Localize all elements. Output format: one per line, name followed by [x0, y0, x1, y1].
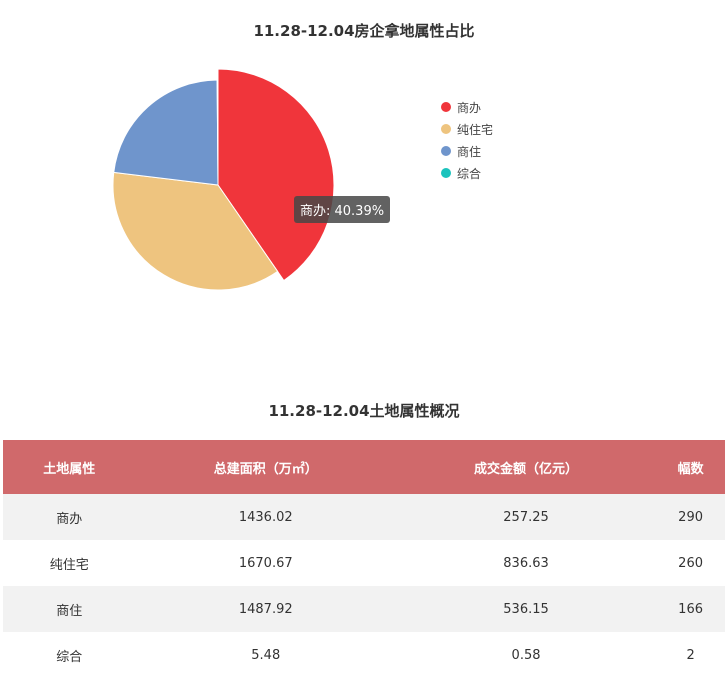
table-row: 商住 1487.92 536.15 166 [3, 586, 725, 632]
table-cell: 2 [686, 647, 695, 663]
column-header: 总建面积（万㎡） [213, 461, 318, 477]
legend-item-zonghe[interactable]: 综合 [441, 162, 493, 184]
legend-marker-icon [441, 124, 451, 134]
table-row: 纯住宅 1670.67 836.63 260 [3, 540, 725, 586]
pie-tooltip: 商办: 40.39% [294, 196, 391, 223]
pie-chart-title: 11.28-12.04房企拿地属性占比 [253, 22, 475, 40]
table-cell: 260 [678, 555, 703, 571]
table-cell: 1487.92 [238, 601, 293, 617]
pie-legend: 商办 纯住宅 商住 综合 [441, 96, 493, 184]
table-cell: 综合 [56, 649, 83, 665]
table-cell: 商住 [56, 603, 83, 619]
table-cell: 1436.02 [238, 509, 293, 525]
pie-slice-综合[interactable] [216, 79, 219, 186]
legend-marker-icon [441, 168, 451, 178]
legend-label: 商办 [457, 100, 482, 115]
column-header: 土地属性 [43, 461, 96, 477]
legend-label: 综合 [457, 166, 482, 181]
legend-marker-icon [441, 146, 451, 156]
column-header: 成交金额（亿元） [474, 461, 579, 477]
legend-label: 纯住宅 [457, 122, 494, 137]
table-title: 11.28-12.04土地属性概况 [268, 402, 460, 420]
table-cell: 纯住宅 [49, 557, 89, 573]
table-cell: 166 [678, 601, 703, 617]
pie-slices [112, 68, 335, 291]
pie-slice-商住[interactable] [113, 79, 219, 186]
legend-item-shangban[interactable]: 商办 [441, 96, 493, 118]
pie-chart [112, 68, 335, 291]
legend-item-shangzhu[interactable]: 商住 [441, 140, 493, 162]
legend-marker-icon [441, 102, 451, 112]
table-cell: 836.63 [503, 555, 549, 571]
column-header: 幅数 [677, 461, 704, 477]
table-row: 综合 5.48 0.58 2 [3, 632, 725, 678]
legend-item-chunzhuzhai[interactable]: 纯住宅 [441, 118, 493, 140]
table-cell: 1670.67 [238, 555, 293, 571]
table-cell: 290 [678, 509, 703, 525]
pie-slice-商办[interactable] [217, 68, 335, 282]
table-header-row: 土地属性 总建面积（万㎡） 成交金额（亿元） 幅数 [3, 440, 725, 494]
land-attribute-table: 土地属性 总建面积（万㎡） 成交金额（亿元） 幅数 商办 1436.02 257… [3, 440, 725, 678]
legend-label: 商住 [457, 144, 482, 159]
pie-slice-纯住宅[interactable] [112, 171, 279, 291]
table-cell: 5.48 [251, 647, 281, 663]
table-cell: 商办 [56, 511, 83, 527]
table-cell: 0.58 [511, 647, 541, 663]
table-row: 商办 1436.02 257.25 290 [3, 494, 725, 540]
table-cell: 257.25 [503, 509, 549, 525]
table-cell: 536.15 [503, 601, 549, 617]
